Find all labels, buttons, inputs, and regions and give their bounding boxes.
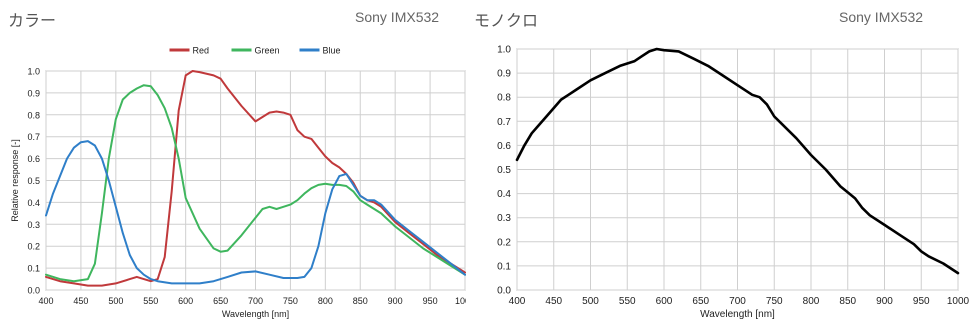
x-tick-label: 1000 <box>455 296 466 306</box>
x-tick-label: 550 <box>143 296 158 306</box>
y-tick-label: 0.5 <box>497 165 511 176</box>
series-line <box>515 47 960 275</box>
series-blue-line <box>45 140 466 285</box>
y-tick-label: 0.0 <box>497 286 511 297</box>
x-tick-label: 800 <box>803 296 820 307</box>
y-tick-label: 0.4 <box>27 198 40 208</box>
x-tick-label: 400 <box>38 296 53 306</box>
legend-label-red: Red <box>193 46 210 56</box>
x-tick-label: 400 <box>509 296 526 307</box>
y-tick-label: 0.7 <box>27 132 40 142</box>
x-tick-label: 750 <box>283 296 298 306</box>
x-tick-label: 1000 <box>947 296 970 307</box>
x-tick-label: 450 <box>73 296 88 306</box>
mono-panel: モノクロ Sony IMX532 400 450 500 550 600 650 700 75… <box>466 0 973 326</box>
x-tick-label: 700 <box>729 296 746 307</box>
series-red-line <box>45 70 466 287</box>
y-tick-label: 0.3 <box>27 220 40 230</box>
color-spectral-chart: 400 450 500 550 600 650 700 750 800 850 900 950 1000… <box>10 46 475 320</box>
panel-title: カラー <box>8 13 57 30</box>
x-tick-label: 850 <box>353 296 368 306</box>
color-panel: カラー Sony IMX532 400 450 500 550 600 650 700 750… <box>0 0 475 326</box>
y-tick-label: 0.6 <box>27 154 40 164</box>
x-axis-label: Wavelength [nm] <box>222 309 289 319</box>
y-axis-label: Relative response [-] <box>10 139 20 222</box>
legend-label-green: Green <box>255 46 280 56</box>
y-tick-label: 0.1 <box>27 264 40 274</box>
panel-model: Sony IMX532 <box>355 9 440 25</box>
y-tick-label: 0.4 <box>497 189 511 200</box>
legend-label-blue: Blue <box>323 46 341 56</box>
x-tick-label: 850 <box>839 296 856 307</box>
y-tick-label: 1.0 <box>27 67 40 77</box>
x-tick-label: 650 <box>692 296 709 307</box>
x-tick-label: 700 <box>248 296 263 306</box>
x-axis-label: Wavelength [nm] <box>700 309 775 320</box>
y-tick-label: 0.2 <box>27 242 40 252</box>
y-tick-label: 0.2 <box>497 237 511 248</box>
y-tick-label: 1.0 <box>497 45 511 56</box>
y-tick-label: 0.5 <box>27 176 40 186</box>
x-tick-label: 950 <box>913 296 930 307</box>
y-tick-label: 0.1 <box>497 261 511 272</box>
y-tick-label: 0.0 <box>27 286 40 296</box>
y-tick-label: 0.9 <box>497 69 511 80</box>
x-tick-label: 900 <box>876 296 893 307</box>
x-tick-label: 500 <box>582 296 599 307</box>
y-tick-label: 0.6 <box>497 141 511 152</box>
y-tick-label: 0.9 <box>27 88 40 98</box>
mono-spectral-chart: 400 450 500 550 600 650 700 750 800 850 900 950 1000… <box>497 45 970 321</box>
y-tick-label: 0.3 <box>497 213 511 224</box>
series-green-line <box>45 84 466 283</box>
x-tick-label: 500 <box>108 296 123 306</box>
panel-title: モノクロ <box>474 13 539 30</box>
y-tick-label: 0.7 <box>497 117 511 128</box>
x-tick-label: 900 <box>388 296 403 306</box>
x-tick-label: 600 <box>656 296 673 307</box>
x-tick-label: 950 <box>423 296 438 306</box>
x-tick-label: 750 <box>766 296 783 307</box>
x-tick-label: 450 <box>545 296 562 307</box>
panel-model: Sony IMX532 <box>839 9 924 25</box>
y-tick-label: 0.8 <box>497 93 511 104</box>
y-tick-label: 0.8 <box>27 110 40 120</box>
x-tick-label: 550 <box>619 296 636 307</box>
x-tick-label: 650 <box>213 296 228 306</box>
x-tick-label: 600 <box>178 296 193 306</box>
x-tick-label: 800 <box>318 296 333 306</box>
